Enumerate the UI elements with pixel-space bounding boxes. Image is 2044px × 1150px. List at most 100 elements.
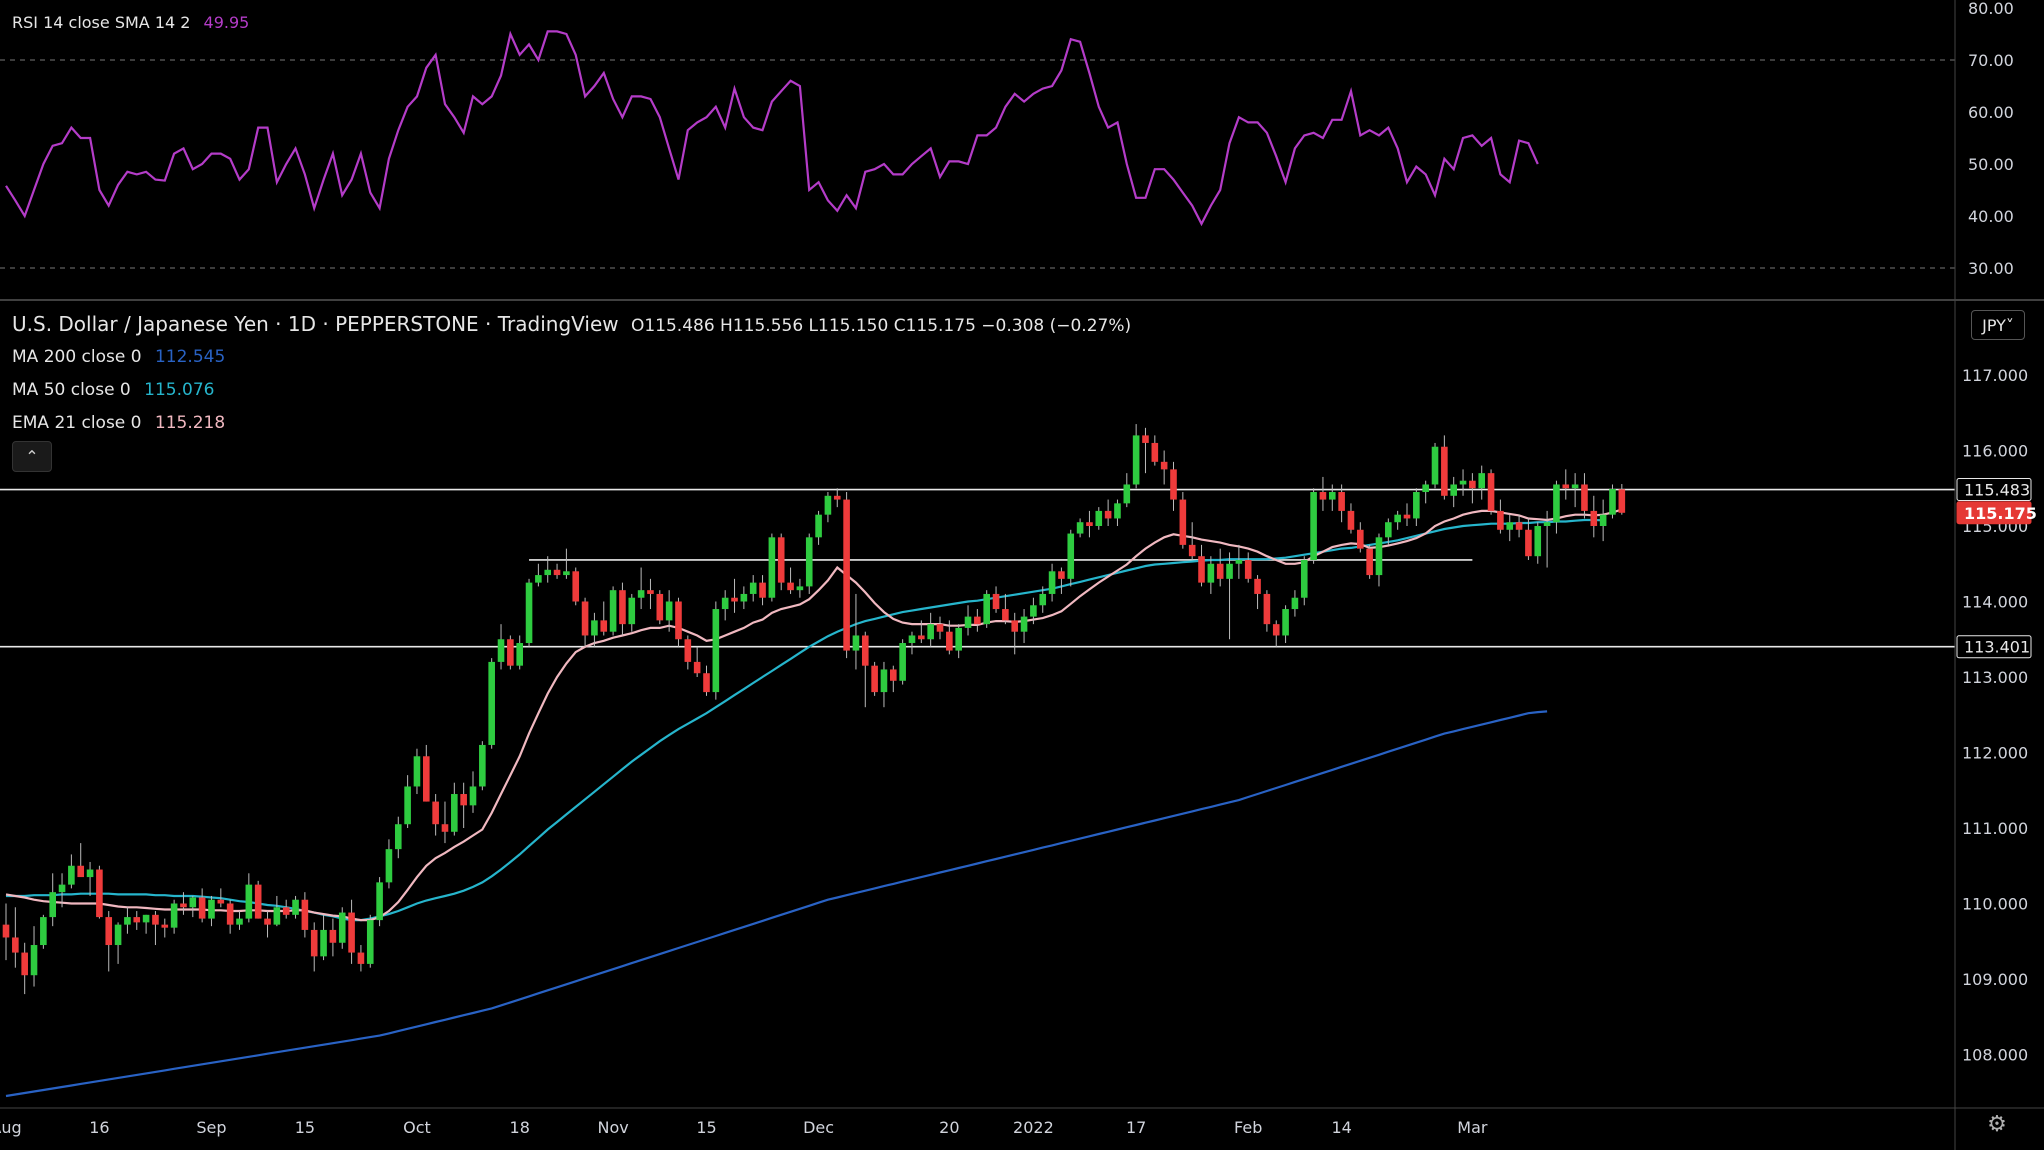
price-tick-label: 116.000 [1962,442,2028,461]
rsi-tick-label: 70.00 [1968,51,2014,70]
rsi-label: RSI 14 close SMA 14 2 [12,13,191,32]
candle-body [1328,492,1336,500]
candle-body [880,669,888,693]
collapse-legend-button[interactable]: ⌃ [12,441,52,472]
candle-body [1263,593,1271,625]
candle-body [1450,484,1457,496]
time-tick-label: Aug [0,1118,22,1137]
time-tick-label: 14 [1331,1118,1351,1137]
rsi-tick-label: 50.00 [1968,155,2014,174]
candle-body [1357,529,1364,549]
candle-body [553,569,561,576]
candle-body [413,756,421,787]
candle-body [1188,544,1196,557]
candle-body [805,537,813,587]
price-label-box [1956,478,2032,502]
rsi-legend: RSI 14 close SMA 14 2 49.95 [12,13,249,32]
candle-body [563,571,570,576]
candle-body [282,907,290,915]
candle-body [180,903,187,908]
candle-body [254,884,262,919]
candle-body [656,593,664,621]
candle-body [918,635,925,640]
candle-body [1319,492,1327,500]
rsi-tick-label: 40.00 [1968,207,2014,226]
candle-body [581,601,589,636]
candle-body [40,917,47,946]
separator-dot: · [275,312,288,336]
candle-body [376,882,383,921]
candle-body [619,590,626,625]
candle-body [441,824,449,832]
separator-dot: · [485,312,498,336]
candle-body [1123,484,1131,504]
interval-label: 1D [287,312,316,336]
candle-body [96,869,103,918]
chevron-up-icon: ⌃ [25,447,39,466]
candle-body [544,569,552,576]
candle-body [777,537,785,583]
candle-body [1478,473,1486,489]
candle-body [423,756,430,802]
candle-body [1020,616,1028,632]
candle-body [236,918,243,925]
gear-icon[interactable]: ⚙ [1987,1112,2007,1137]
candle-body [217,899,225,904]
candle-body [1375,537,1383,576]
candle-body [1310,492,1317,560]
time-tick-label: 15 [696,1118,716,1137]
candle-body [404,786,411,825]
candle-body [394,824,402,850]
candle-body [30,945,38,976]
time-tick-label: Feb [1234,1118,1262,1137]
candle-body [1114,503,1121,519]
ma50-value: 115.076 [144,380,215,400]
candle-body [366,920,374,964]
candle-body [68,865,75,885]
candle-body [1160,461,1168,470]
candle-body [292,899,299,915]
price-pane [0,424,1955,1098]
candle-body [21,952,28,976]
candle-body [721,597,729,610]
candle-body [955,627,962,651]
candle-body [1142,435,1149,443]
candle-body [86,869,94,878]
candle-body [525,582,533,644]
candle-body [1515,522,1523,530]
candle-body [768,537,776,598]
candle-body [983,593,990,625]
candle-body [693,661,701,674]
candle-body [273,907,281,925]
platform-label: TradingView [497,312,619,336]
rsi-line [5,30,1539,227]
time-tick-label: 2022 [1013,1118,1054,1137]
price-label-box [1956,501,2032,525]
candle-body [189,897,197,908]
candle-body [740,593,748,602]
price-label-text: 115.175 [1964,504,2037,523]
candle-body [1048,571,1056,594]
candle-body [385,849,393,883]
candle-body [1422,484,1429,493]
price-tick-label: 114.000 [1962,593,2028,612]
candle-body [1179,499,1187,545]
candle-body [77,865,85,878]
currency-button[interactable]: JPY˅ [1971,310,2025,340]
candle-body [1095,510,1103,526]
candle-body [1235,559,1243,564]
time-tick-label: 18 [510,1118,530,1137]
time-tick-label: Dec [803,1118,834,1137]
candle-body [964,616,972,628]
time-tick-label: 20 [939,1118,959,1137]
candle-body [535,575,542,583]
ema21-value: 115.218 [154,413,226,433]
candle-body [1609,489,1616,515]
candle-body [675,601,682,640]
candle-body [591,620,598,636]
price-tick-label: 108.000 [1962,1046,2028,1065]
candle-body [1300,559,1308,598]
candle-body [320,929,327,957]
candle-body [833,495,841,500]
price-tick-label: 111.000 [1962,819,2028,838]
